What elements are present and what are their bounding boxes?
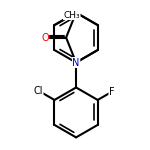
Text: Cl: Cl	[33, 86, 43, 96]
Text: O: O	[41, 33, 49, 43]
Text: F: F	[109, 87, 115, 97]
Text: CH₃: CH₃	[63, 11, 80, 20]
Text: N: N	[72, 57, 80, 68]
